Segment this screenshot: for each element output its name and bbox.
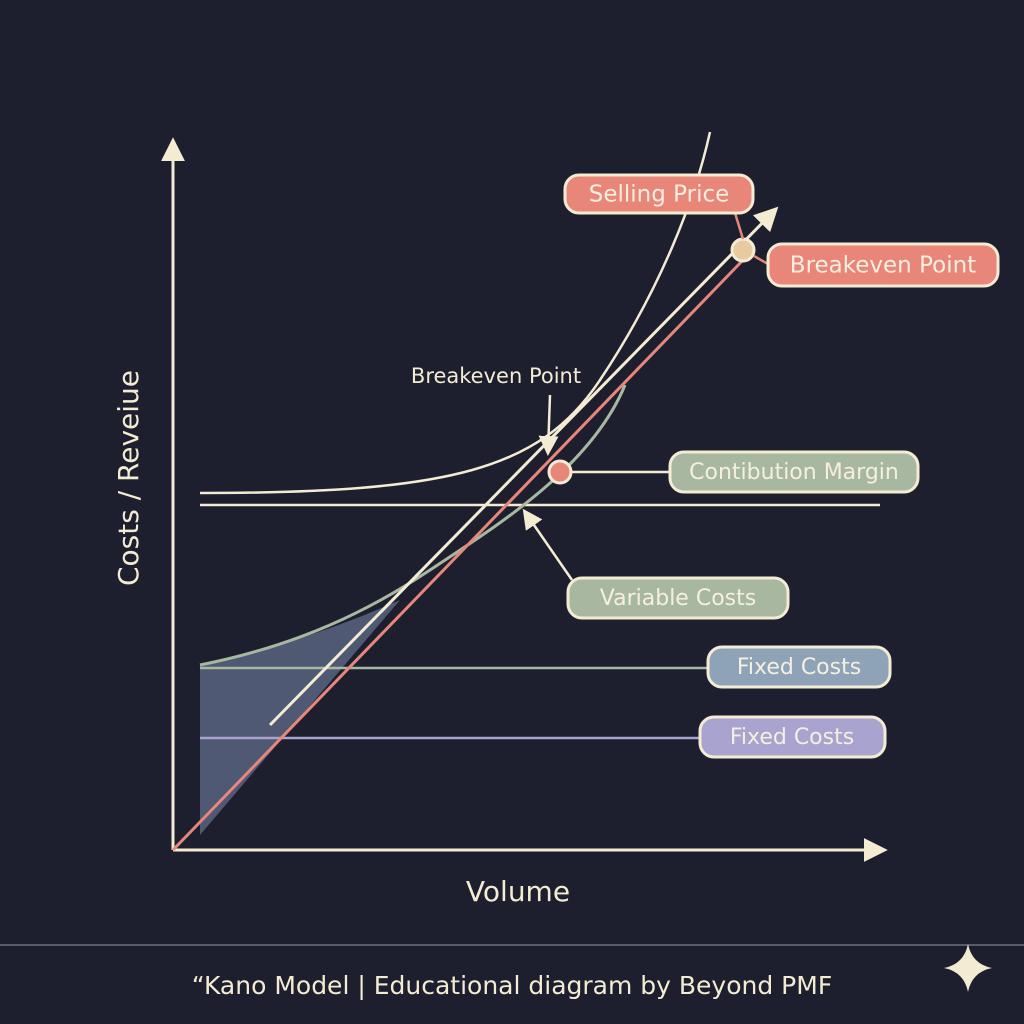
pill bbox=[698, 715, 887, 759]
label: Fixed Costs bbox=[730, 725, 854, 750]
footer-caption: “Kano Model | Educational diagram by Bey… bbox=[192, 971, 832, 1000]
pill bbox=[566, 576, 790, 620]
label: Selling Price bbox=[589, 182, 730, 208]
connector bbox=[753, 254, 769, 266]
margin-marker bbox=[547, 459, 573, 485]
revenue-line bbox=[171, 256, 747, 852]
label: Variable Costs bbox=[600, 586, 756, 611]
label: Fixed Costs bbox=[737, 655, 861, 680]
pill bbox=[563, 173, 755, 215]
sparkle-icon bbox=[944, 944, 992, 992]
pill bbox=[766, 242, 1000, 288]
pill bbox=[668, 450, 920, 494]
selling-price-line bbox=[268, 206, 779, 727]
variable-costs-curve bbox=[199, 384, 627, 667]
pill bbox=[706, 645, 892, 689]
label: Contibution Margin bbox=[689, 460, 899, 485]
annotation: Breakeven Point bbox=[411, 364, 581, 388]
connector bbox=[733, 212, 745, 240]
y-axis-label: Costs / Reveiue bbox=[112, 370, 145, 586]
connector bbox=[522, 508, 574, 581]
x-axis-label: Volume bbox=[466, 875, 570, 908]
breakeven-marker bbox=[730, 237, 756, 263]
label: Breakeven Point bbox=[790, 253, 976, 279]
connector bbox=[538, 394, 559, 456]
